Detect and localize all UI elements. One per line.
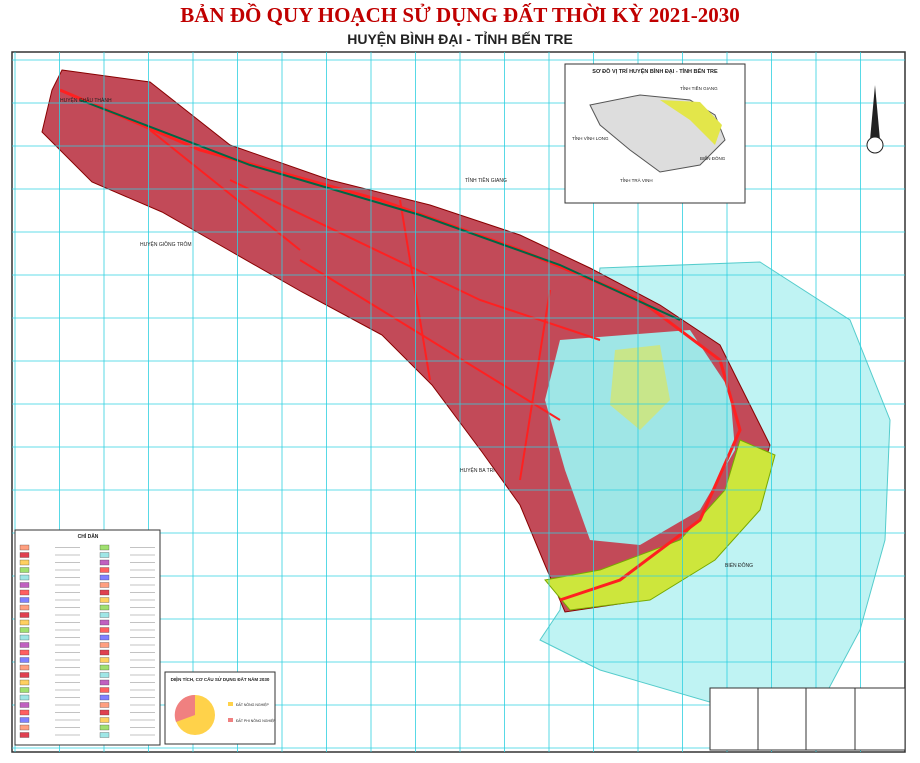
title-block-frame: [709, 687, 906, 751]
legend-swatch: [99, 604, 110, 611]
map-label: HUYỆN GIỒNG TRÔM: [140, 240, 192, 248]
legend-swatch: [19, 642, 30, 648]
inset-label: TỈNH VĨNH LONG: [572, 135, 609, 141]
legend-swatch: [99, 709, 110, 716]
map-title: BẢN ĐỒ QUY HOẠCH SỬ DỤNG ĐẤT THỜI KỲ 202…: [180, 3, 739, 27]
pie-swatch: [228, 718, 233, 722]
legend-swatch: [19, 612, 30, 618]
inset-label: TỈNH TRÀ VINH: [620, 177, 653, 183]
legend-swatch: [99, 732, 110, 738]
legend-swatch: [99, 589, 110, 596]
legend-swatch: [99, 582, 110, 588]
inset-label: TỈNH TIỀN GIANG: [680, 85, 718, 91]
legend-swatch: [99, 694, 110, 701]
legend-swatch: [19, 552, 30, 558]
compass-needle: [870, 85, 880, 150]
legend-swatch: [19, 634, 30, 641]
legend-swatch: [19, 732, 30, 738]
pie-slice: [174, 694, 195, 722]
legend-swatch: [19, 619, 30, 626]
legend-swatch: [99, 567, 110, 573]
legend-swatch: [19, 597, 30, 603]
legend-swatch: [99, 552, 110, 558]
legend-swatch: [19, 702, 30, 708]
legend-swatch: [19, 559, 30, 566]
legend-swatch: [99, 649, 110, 656]
forest-zone: [610, 345, 670, 430]
legend-swatch: [19, 627, 30, 633]
inset-title: SƠ ĐỒ VỊ TRÍ HUYỆN BÌNH ĐẠI - TỈNH BẾN T…: [592, 67, 718, 75]
pie-item: ĐẤT NÔNG NGHIỆP: [236, 702, 269, 707]
legend-swatch: [99, 657, 110, 663]
legend-swatch: [99, 687, 110, 693]
legend-swatch: [99, 717, 110, 723]
pie-panel: DIỆN TÍCH, CƠ CẤU SỬ DỤNG ĐẤT NĂM 2030 Đ…: [164, 671, 276, 745]
inset-label: BIỂN ĐÔNG: [700, 155, 726, 161]
inset: SƠ ĐỒ VỊ TRÍ HUYỆN BÌNH ĐẠI - TỈNH BẾN T…: [564, 63, 746, 204]
map-label: HUYỆN BA TRI: [460, 466, 495, 474]
legend-swatch: [99, 619, 110, 626]
pie-swatch: [228, 702, 233, 706]
legend-swatch: [99, 642, 110, 648]
legend-swatch: [19, 694, 30, 701]
legend-swatch: [19, 544, 30, 551]
legend-swatch: [99, 627, 110, 633]
legend-swatch: [19, 589, 30, 596]
legend-swatch: [19, 567, 30, 573]
pie-item: ĐẤT PHI NÔNG NGHIỆP: [236, 718, 276, 723]
legend-swatch: [19, 672, 30, 678]
legend-swatch: [99, 574, 110, 581]
legend-swatch: [99, 612, 110, 618]
compass: [866, 85, 884, 154]
legend-swatch: [99, 672, 110, 678]
aquaculture-zone: [545, 330, 735, 545]
legend-swatch: [99, 664, 110, 671]
map-label: TỈNH TIỀN GIANG: [465, 177, 507, 184]
legend-rows: [19, 544, 155, 738]
legend-swatch: [19, 604, 30, 611]
legend-swatch: [19, 717, 30, 723]
map-subtitle: HUYỆN BÌNH ĐẠI - TỈNH BẾN TRE: [347, 30, 573, 47]
map-label: BIỂN ĐÔNG: [725, 562, 753, 569]
legend-swatch: [19, 574, 30, 581]
compass-circle: [866, 136, 884, 154]
legend-swatch: [19, 664, 30, 671]
map-label: HUYỆN CHÂU THÀNH: [60, 96, 112, 104]
legend-swatch: [99, 702, 110, 708]
legend-swatch: [19, 687, 30, 693]
legend-swatch: [19, 709, 30, 716]
legend-swatch: [99, 544, 110, 551]
legend-swatch: [99, 597, 110, 603]
legend-swatch: [99, 679, 110, 686]
legend-swatch: [99, 634, 110, 641]
pie-title: DIỆN TÍCH, CƠ CẤU SỬ DỤNG ĐẤT NĂM 2030: [171, 675, 270, 682]
legend-swatch: [19, 582, 30, 588]
legend-swatch: [99, 559, 110, 566]
grid: [12, 52, 905, 752]
title-block: [709, 687, 906, 751]
legend-swatch: [19, 649, 30, 656]
legend-swatch: [99, 724, 110, 731]
legend-swatch: [19, 724, 30, 731]
legend: CHỈ DẪN: [14, 529, 161, 746]
legend-swatch: [19, 657, 30, 663]
legend-swatch: [19, 679, 30, 686]
roads: [149, 129, 601, 481]
main-road: [59, 88, 742, 602]
legend-title: CHỈ DẪN: [78, 533, 99, 540]
inset-district: [660, 100, 722, 145]
